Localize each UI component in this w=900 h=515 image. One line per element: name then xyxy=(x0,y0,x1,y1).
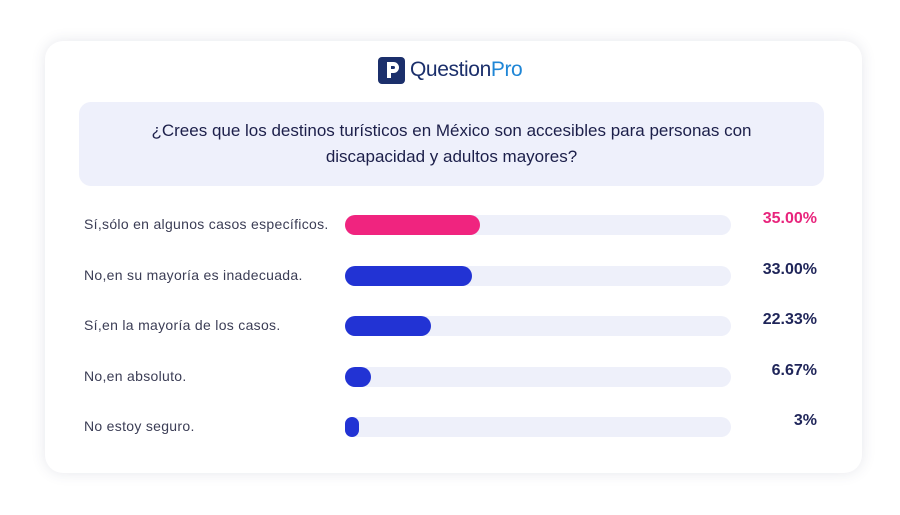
chart-row: No,en su mayoría es inadecuada. 33.00% xyxy=(45,260,862,287)
value-label: 6.67% xyxy=(771,361,817,379)
category-label: Sí,en la mayoría de los casos. xyxy=(84,317,281,333)
value-label: 3% xyxy=(793,412,817,429)
bar-fill xyxy=(345,215,481,235)
question-box: ¿Crees que los destinos turísticos en Mé… xyxy=(79,102,824,186)
chart-row: No estoy seguro. 3% xyxy=(45,412,862,438)
chart-row: Sí,sólo en algunos casos específicos. 35.… xyxy=(45,210,862,236)
question-text: ¿Crees que los destinos turísticos en Mé… xyxy=(151,121,752,166)
bar-track xyxy=(345,215,731,235)
category-label: Sí,sólo en algunos casos específicos. xyxy=(84,216,329,232)
category-label: No estoy seguro. xyxy=(84,418,195,434)
bar-fill xyxy=(345,417,359,437)
bar-fill xyxy=(345,316,432,336)
brand-logo: QuestionPro xyxy=(378,56,523,84)
bar-track xyxy=(345,366,731,387)
bar-track xyxy=(345,265,731,286)
bar-fill xyxy=(345,366,371,387)
chart-row: No,en absoluto. 6.67% xyxy=(45,361,862,388)
brand-name-part1: Question xyxy=(410,58,491,81)
bar-track xyxy=(345,316,731,336)
brand-name-part2: Pro xyxy=(490,58,523,81)
category-label: No,en su mayoría es inadecuada. xyxy=(84,266,303,283)
value-label: 33.00% xyxy=(762,260,817,278)
bar-track xyxy=(345,417,731,437)
chart-row: Sí,en la mayoría de los casos. 22.33% xyxy=(45,311,862,337)
bar-fill xyxy=(345,265,473,286)
value-label: 35.00% xyxy=(762,210,817,227)
brand-name: QuestionPro xyxy=(410,56,523,84)
questionpro-logo-icon xyxy=(378,56,405,84)
survey-result-card: QuestionPro ¿Crees que los destinos turí… xyxy=(45,41,862,473)
category-label: No,en absoluto. xyxy=(84,367,187,384)
value-label: 22.33% xyxy=(762,311,817,328)
